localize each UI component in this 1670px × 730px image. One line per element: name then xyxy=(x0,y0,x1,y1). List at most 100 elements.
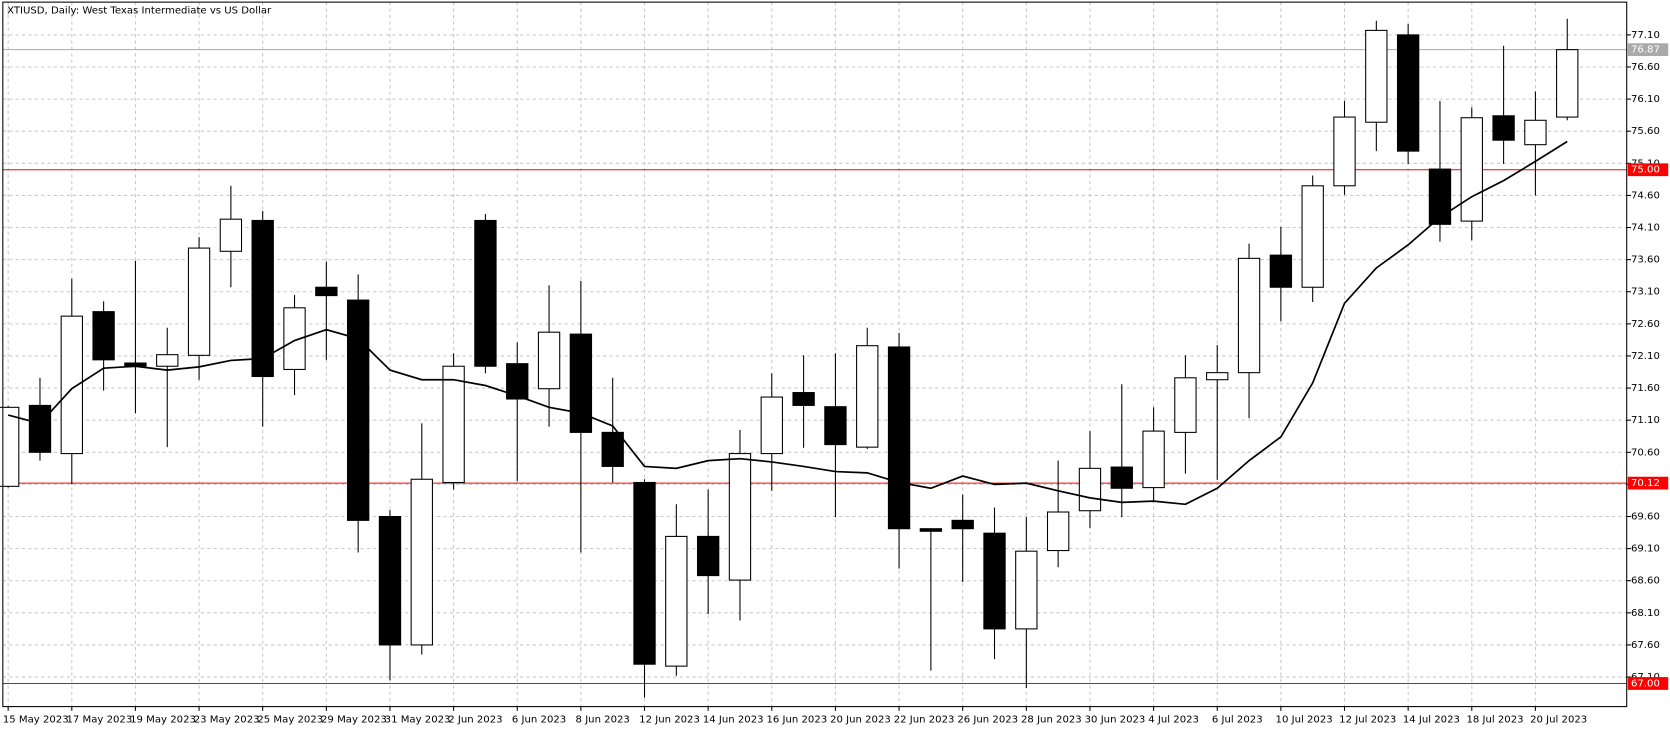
x-tick-label: 12 Jul 2023 xyxy=(1339,714,1396,725)
y-tick-label: 69.10 xyxy=(1631,544,1660,555)
candle-body xyxy=(1237,257,1261,374)
candle-body xyxy=(474,219,497,367)
x-tick-label: 31 May 2023 xyxy=(385,714,451,725)
axis-layer: 77.1076.6076.1075.6075.1074.6074.1073.60… xyxy=(3,30,1669,725)
candle-body xyxy=(506,363,529,400)
candle-body xyxy=(696,535,720,577)
candle-body xyxy=(283,307,306,370)
candle-body xyxy=(1333,116,1356,187)
level-label: 70.12 xyxy=(1631,478,1660,489)
y-tick-label: 76.60 xyxy=(1631,62,1660,73)
y-tick-label: 69.60 xyxy=(1631,512,1660,523)
level-label: 67.00 xyxy=(1631,678,1660,689)
candle-body xyxy=(824,406,847,446)
y-tick-label: 71.10 xyxy=(1631,415,1660,426)
level-label: 75.00 xyxy=(1631,165,1660,176)
y-tick-label: 70.60 xyxy=(1631,447,1660,458)
candle-body xyxy=(1492,115,1515,141)
candle-body xyxy=(951,519,974,530)
x-tick-label: 14 Jun 2023 xyxy=(703,714,764,725)
y-tick-label: 68.60 xyxy=(1631,576,1660,587)
candle-body xyxy=(1142,430,1165,489)
x-tick-label: 28 Jun 2023 xyxy=(1021,714,1082,725)
x-tick-label: 20 Jul 2023 xyxy=(1530,714,1587,725)
y-tick-label: 72.10 xyxy=(1631,351,1660,362)
candle-body xyxy=(728,453,752,581)
bid-label: 76.87 xyxy=(1631,45,1660,56)
candle-body xyxy=(569,333,593,433)
candle-body xyxy=(1015,550,1038,630)
candle-body xyxy=(633,481,656,665)
candle-body xyxy=(1110,466,1133,489)
x-tick-label: 2 Jun 2023 xyxy=(448,714,502,725)
x-tick-label: 20 Jun 2023 xyxy=(830,714,891,725)
candle-body xyxy=(1524,119,1547,146)
marks-layer xyxy=(0,18,1627,698)
x-tick-label: 16 Jun 2023 xyxy=(766,714,827,725)
candle-body xyxy=(983,532,1006,630)
y-tick-label: 77.10 xyxy=(1631,30,1660,41)
candle-body xyxy=(1174,377,1197,433)
candle-body xyxy=(346,299,370,521)
moving-average xyxy=(7,140,1568,506)
x-tick-label: 29 May 2023 xyxy=(321,714,387,725)
candle-body xyxy=(887,346,911,530)
y-tick-label: 76.10 xyxy=(1631,94,1660,105)
x-tick-label: 25 May 2023 xyxy=(257,714,323,725)
x-tick-label: 17 May 2023 xyxy=(66,714,132,725)
level-tag xyxy=(1627,677,1669,690)
y-tick-label: 67.60 xyxy=(1631,640,1660,651)
candle-body xyxy=(1301,185,1324,288)
x-tick-label: 22 Jun 2023 xyxy=(894,714,955,725)
candle-body xyxy=(792,392,815,406)
y-tick-label: 72.60 xyxy=(1631,319,1660,330)
candle-body xyxy=(60,315,83,455)
candle-body xyxy=(601,431,624,467)
y-tick-label: 71.60 xyxy=(1631,383,1660,394)
x-tick-label: 10 Jul 2023 xyxy=(1276,714,1333,725)
candle-body xyxy=(28,404,52,453)
y-tick-label: 73.10 xyxy=(1631,287,1660,298)
candle-body xyxy=(1460,117,1483,222)
candle-body xyxy=(1396,34,1420,152)
candle-body xyxy=(856,345,879,448)
x-tick-label: 15 May 2023 xyxy=(3,714,69,725)
y-tick-label: 75.60 xyxy=(1631,126,1660,137)
x-tick-label: 14 Jul 2023 xyxy=(1403,714,1460,725)
x-tick-label: 30 Jun 2023 xyxy=(1085,714,1146,725)
level-tag xyxy=(1627,163,1669,177)
x-tick-label: 8 Jun 2023 xyxy=(576,714,630,725)
x-tick-label: 4 Jul 2023 xyxy=(1148,714,1199,725)
plot-frame xyxy=(2,1,1628,708)
candle-body xyxy=(537,331,561,390)
candle-body xyxy=(187,247,211,356)
candle-body xyxy=(442,365,465,484)
candle-body xyxy=(1078,467,1102,512)
candle-body xyxy=(1556,49,1579,118)
candle-body xyxy=(251,219,274,378)
x-tick-label: 6 Jun 2023 xyxy=(512,714,566,725)
candle-body xyxy=(1428,168,1452,225)
y-tick-label: 74.10 xyxy=(1631,223,1660,234)
candle-body xyxy=(315,286,338,297)
x-tick-label: 18 Jul 2023 xyxy=(1466,714,1523,725)
x-tick-label: 23 May 2023 xyxy=(194,714,260,725)
candle-body xyxy=(1206,372,1229,381)
candle-body xyxy=(1269,254,1293,288)
x-tick-label: 12 Jun 2023 xyxy=(639,714,700,725)
x-tick-label: 6 Jul 2023 xyxy=(1212,714,1263,725)
x-tick-label: 19 May 2023 xyxy=(130,714,196,725)
y-tick-label: 74.60 xyxy=(1631,190,1660,201)
candle-body xyxy=(665,535,688,667)
level-tag xyxy=(1627,476,1669,490)
candle-body xyxy=(1365,29,1388,123)
candle-body xyxy=(919,528,943,532)
candle-body xyxy=(0,406,20,487)
candle-body xyxy=(410,478,433,646)
candle-body xyxy=(156,354,179,367)
candle-body xyxy=(92,311,115,361)
candle-body xyxy=(378,515,402,646)
chart-title: XTIUSD, Daily: West Texas Intermediate v… xyxy=(7,6,272,17)
candle-body xyxy=(219,218,243,252)
